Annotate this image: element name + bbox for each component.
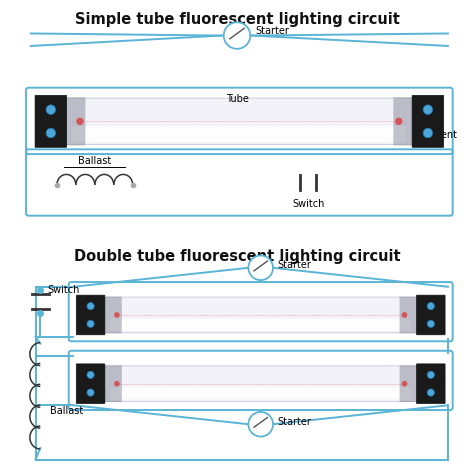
Text: Starter: Starter (278, 260, 311, 271)
Circle shape (427, 302, 435, 310)
FancyBboxPatch shape (104, 365, 122, 402)
Circle shape (224, 22, 250, 49)
Text: Simple tube fluorescent lighting circuit: Simple tube fluorescent lighting circuit (74, 12, 400, 27)
Circle shape (423, 128, 433, 138)
Circle shape (395, 118, 402, 125)
Circle shape (427, 320, 435, 328)
FancyBboxPatch shape (103, 297, 418, 333)
Text: Tube: Tube (226, 94, 248, 104)
Circle shape (46, 128, 55, 138)
FancyBboxPatch shape (400, 297, 417, 333)
Text: Filament: Filament (413, 123, 457, 140)
Text: Starter: Starter (278, 417, 311, 427)
Circle shape (248, 255, 273, 280)
FancyBboxPatch shape (103, 366, 418, 401)
Text: Switch: Switch (292, 199, 324, 209)
Circle shape (114, 381, 120, 386)
Circle shape (423, 105, 433, 114)
Circle shape (76, 118, 84, 125)
Circle shape (46, 105, 55, 114)
Circle shape (87, 320, 94, 328)
FancyBboxPatch shape (393, 97, 413, 146)
FancyBboxPatch shape (66, 97, 85, 146)
FancyBboxPatch shape (412, 95, 444, 147)
Circle shape (87, 389, 94, 396)
Circle shape (427, 371, 435, 378)
FancyBboxPatch shape (76, 295, 105, 335)
Circle shape (427, 389, 435, 396)
FancyBboxPatch shape (417, 364, 445, 403)
Text: Starter: Starter (255, 26, 289, 36)
Text: Ballast: Ballast (78, 155, 111, 165)
Text: Switch: Switch (47, 284, 80, 295)
Text: Ballast: Ballast (50, 406, 83, 417)
Text: Double tube fluorescent lighting circuit: Double tube fluorescent lighting circuit (73, 249, 401, 264)
Circle shape (87, 371, 94, 378)
FancyBboxPatch shape (104, 297, 122, 333)
FancyBboxPatch shape (400, 365, 417, 402)
Circle shape (401, 312, 407, 318)
Circle shape (87, 302, 94, 310)
FancyBboxPatch shape (76, 364, 105, 403)
FancyBboxPatch shape (110, 387, 411, 400)
FancyBboxPatch shape (110, 319, 411, 331)
FancyBboxPatch shape (35, 95, 66, 147)
FancyBboxPatch shape (417, 295, 445, 335)
Circle shape (248, 412, 273, 437)
Circle shape (401, 381, 407, 386)
FancyBboxPatch shape (73, 126, 406, 142)
FancyBboxPatch shape (65, 98, 413, 145)
Circle shape (114, 312, 120, 318)
